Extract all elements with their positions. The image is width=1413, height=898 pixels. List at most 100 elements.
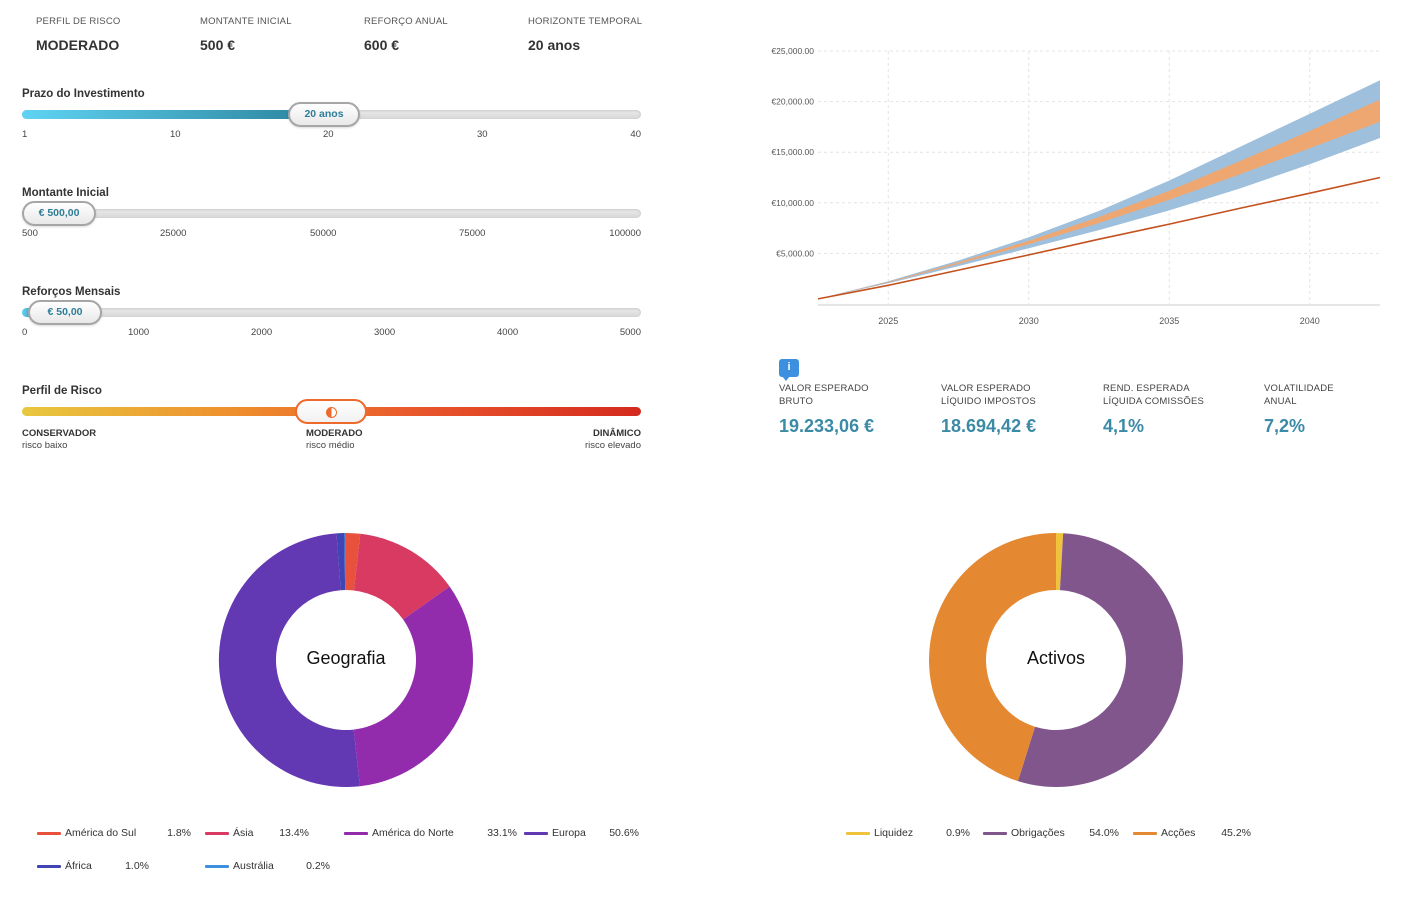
geography-slice[interactable] (353, 533, 450, 620)
y-tick-label: €20,000.00 (771, 97, 814, 107)
risk-option-name: CONSERVADOR (22, 428, 97, 439)
risk-profile-slider-title: Perfil de Risco (22, 385, 102, 397)
legend-item[interactable]: Acções 45.2% (1133, 827, 1251, 841)
metric-expected-return: REND. ESPERADA LÍQUIDA COMISSÕES 4,1% (1103, 382, 1263, 437)
tick-label: 75000 (459, 228, 486, 239)
info-icon[interactable]: i (779, 359, 799, 381)
summary-initial-amount: MONTANTE INICIAL 500 € (200, 16, 360, 53)
asset-slice[interactable] (1017, 533, 1183, 787)
summary-annual-contribution: REFORÇO ANUAL 600 € (364, 16, 524, 53)
summary-risk-profile: PERFIL DE RISCO MODERADO (36, 16, 196, 53)
legend-value: 1.8% (167, 827, 191, 839)
geography-slice[interactable] (346, 533, 361, 591)
risk-profile-slider-handle[interactable] (295, 399, 367, 424)
term-slider-handle[interactable]: 20 anos (288, 102, 360, 127)
metric-expected-gross: VALOR ESPERADO BRUTO 19.233,06 € (779, 382, 939, 437)
x-tick-label: 2040 (1300, 316, 1320, 326)
metric-value: 4,1% (1103, 416, 1145, 436)
initial-amount-slider-handle[interactable]: € 500,00 (22, 201, 96, 226)
x-tick-label: 2035 (1159, 316, 1179, 326)
metric-label: REND. ESPERADA (1103, 383, 1190, 394)
term-slider-title: Prazo do Investimento (22, 88, 145, 100)
tick-label: 4000 (497, 327, 519, 338)
geography-slice[interactable] (344, 533, 346, 591)
legend-name: Liquidez (874, 827, 914, 839)
tick-label: 5000 (619, 327, 641, 338)
legend-item[interactable]: Obrigações 54.0% (983, 827, 1121, 841)
risk-option-name: MODERADO (306, 428, 363, 439)
legend-swatch (1133, 832, 1157, 835)
legend-item[interactable]: Austrália 0.2% (205, 860, 330, 874)
contributions-line (817, 176, 1381, 300)
investment-summary: PERFIL DE RISCO MODERADO MONTANTE INICIA… (36, 16, 656, 56)
summary-label: MONTANTE INICIAL (200, 16, 292, 27)
monthly-contribution-slider-ticks: 0 1000 2000 3000 4000 5000 (22, 327, 641, 339)
x-tick-label: 2025 (878, 316, 898, 326)
legend-name: Acções (1161, 827, 1196, 839)
asset-slice[interactable] (928, 533, 1056, 782)
tick-label: 25000 (160, 228, 187, 239)
risk-option-conservador[interactable]: CONSERVADOR risco baixo (22, 428, 96, 451)
summary-label: PERFIL DE RISCO (36, 16, 121, 27)
y-tick-label: €25,000.00 (771, 46, 814, 56)
term-slider-fill (22, 110, 307, 119)
risk-option-sub: risco médio (306, 440, 355, 451)
legend-value: 50.6% (609, 827, 639, 839)
tick-label: 500 (22, 228, 38, 239)
legend-name: Obrigações (1011, 827, 1065, 839)
assets-chart-title: Activos (1026, 648, 1086, 668)
legend-name: América do Norte (372, 827, 454, 839)
metric-value: 19.233,06 € (779, 416, 875, 436)
legend-swatch (37, 865, 61, 868)
initial-amount-slider-track[interactable] (22, 209, 641, 218)
legend-item[interactable]: América do Norte 33.1% (344, 827, 517, 841)
term-slider: Prazo do Investimento 20 anos 1 10 20 30… (22, 88, 641, 148)
summary-value: 500 € (200, 37, 236, 53)
legend-swatch (524, 832, 548, 835)
legend-swatch (846, 832, 870, 835)
initial-amount-slider-title: Montante Inicial (22, 187, 109, 199)
summary-label: REFORÇO ANUAL (364, 16, 448, 27)
tick-label: 10 (170, 129, 181, 140)
legend-item[interactable]: Ásia 13.4% (205, 827, 310, 841)
legend-item[interactable]: América do Sul 1.8% (37, 827, 192, 841)
metric-value: 7,2% (1264, 416, 1306, 436)
initial-amount-slider-ticks: 500 25000 50000 75000 100000 (22, 228, 641, 240)
risk-option-dinamico[interactable]: DINÂMICO risco elevado (585, 428, 641, 451)
geography-slice[interactable] (218, 533, 360, 788)
legend-item[interactable]: Liquidez 0.9% (846, 827, 970, 841)
legend-item[interactable]: Europa 50.6% (524, 827, 639, 841)
legend-swatch (37, 832, 61, 835)
metric-label: VOLATILIDADE (1264, 383, 1334, 394)
geography-slice[interactable] (353, 586, 474, 787)
legend-swatch (205, 865, 229, 868)
tick-label: 1 (22, 129, 28, 140)
legend-name: Austrália (233, 860, 274, 872)
legend-value: 1.0% (125, 860, 149, 872)
asset-slice[interactable] (1056, 533, 1064, 591)
legend-swatch (983, 832, 1007, 835)
summary-value: 600 € (364, 37, 400, 53)
tick-label: 100000 (609, 228, 641, 239)
x-tick-label: 2030 (1019, 316, 1039, 326)
assets-donut-chart (928, 533, 1183, 787)
geography-slice[interactable] (336, 533, 346, 591)
monthly-contribution-slider-title: Reforços Mensais (22, 286, 121, 298)
monthly-contribution-slider-handle[interactable]: € 50,00 (28, 300, 102, 325)
legend-swatch (344, 832, 368, 835)
projection-chart: €5,000.00 €10,000.00 €15,000.00 €20,000.00 €… (771, 46, 1381, 326)
assets-legend: Liquidez 0.9% Obrigações 54.0% Acções 45… (846, 827, 1256, 843)
legend-swatch (205, 832, 229, 835)
tick-label: 1000 (128, 327, 150, 338)
metric-volatility: VOLATILIDADE ANUAL 7,2% (1264, 382, 1413, 437)
tick-label: 40 (630, 129, 641, 140)
legend-name: Europa (552, 827, 586, 839)
monthly-contribution-slider-track[interactable] (22, 308, 641, 317)
summary-value: 20 anos (528, 37, 581, 53)
tick-label: 50000 (310, 228, 337, 239)
y-tick-label: €10,000.00 (771, 198, 814, 208)
monthly-contribution-slider: Reforços Mensais € 50,00 0 1000 2000 300… (22, 286, 641, 346)
legend-value: 0.9% (946, 827, 970, 839)
legend-item[interactable]: África 1.0% (37, 860, 149, 874)
risk-option-moderado[interactable]: MODERADO risco médio (306, 428, 362, 451)
